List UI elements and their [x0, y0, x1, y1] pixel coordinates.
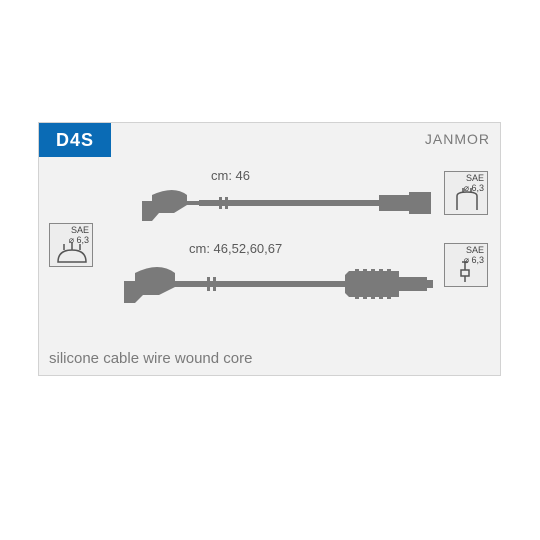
cable-diagram — [39, 123, 502, 377]
product-card: D4S JANMOR cm: 46 cm: 46,52,60,67 SAE ⌀ … — [38, 122, 501, 376]
footer-description: silicone cable wire wound core — [49, 350, 252, 367]
